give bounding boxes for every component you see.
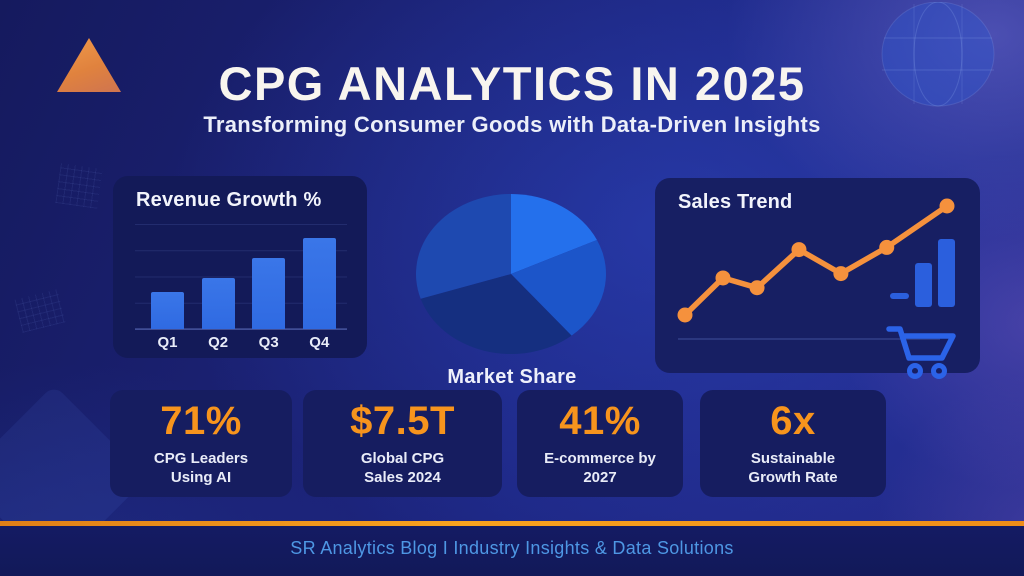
bar-label-Q1: Q1 <box>157 334 178 351</box>
bar-label-Q4: Q4 <box>309 334 330 351</box>
pie-slice-4 <box>416 194 511 299</box>
bar-Q3 <box>252 258 286 329</box>
stat-value: 41% <box>559 399 641 444</box>
footer: SR Analytics Blog I Industry Insights & … <box>0 526 1024 576</box>
x-axis-baseline <box>135 328 347 330</box>
stat-card-sustainable-growth: 6x Sustainable Growth Rate <box>700 390 886 497</box>
pie-slice-3 <box>420 274 572 355</box>
line-marker-4 <box>791 242 807 258</box>
sales-trend-line-chart <box>677 198 955 323</box>
cart-icon <box>886 326 956 379</box>
bar-Q4 <box>302 238 336 329</box>
bar-label-Q2: Q2 <box>208 334 229 351</box>
stat-label: E-commerce by 2027 <box>544 450 656 487</box>
line-marker-5 <box>833 266 849 282</box>
pie-slice-2 <box>511 239 607 336</box>
trend-baseline <box>678 338 940 340</box>
line-marker-6 <box>879 239 895 255</box>
revenue-growth-title: Revenue Growth % <box>136 189 322 211</box>
market-share-pie <box>416 194 607 355</box>
stat-value: $7.5T <box>350 399 455 444</box>
stat-value: 6x <box>770 399 816 444</box>
grid-decoration <box>14 289 66 333</box>
stat-label: CPG Leaders Using AI <box>153 450 249 487</box>
market-share-label: Market Share <box>447 366 577 388</box>
mini-bar-chart-icon <box>890 239 955 307</box>
revenue-growth-card: Revenue Growth % Q1 Q2 Q3 Q4 <box>113 176 367 358</box>
pie-slice-1 <box>511 194 597 274</box>
stat-value: 71% <box>160 399 242 444</box>
footer-divider <box>0 521 1024 526</box>
revenue-growth-plot <box>135 224 347 330</box>
globe-icon <box>881 2 995 107</box>
line-marker-3 <box>749 280 765 296</box>
stat-label: Sustainable Growth Rate <box>748 450 838 487</box>
stat-label: Global CPG Sales 2024 <box>360 450 445 487</box>
page-title: CPG ANALYTICS IN 2025 <box>218 57 806 110</box>
line-marker-1 <box>677 307 693 323</box>
page-subtitle: Transforming Consumer Goods with Data-Dr… <box>203 112 821 137</box>
revenue-growth-labels: Q1 Q2 Q3 Q4 <box>135 334 347 354</box>
grid-decoration <box>55 163 103 209</box>
stat-card-ecommerce: 41% E-commerce by 2027 <box>517 390 683 497</box>
bar-Q1 <box>151 292 184 329</box>
sales-trend-title: Sales Trend <box>678 191 793 213</box>
footer-text: SR Analytics Blog I Industry Insights & … <box>290 538 734 558</box>
line-marker-2 <box>715 270 731 286</box>
bar-Q2 <box>201 278 235 329</box>
sales-trend-card: Sales Trend <box>655 178 980 379</box>
line-marker-7 <box>939 198 955 214</box>
stat-card-global-sales: $7.5T Global CPG Sales 2024 <box>303 390 502 497</box>
bar-label-Q3: Q3 <box>258 334 279 351</box>
stat-card-ai-adoption: 71% CPG Leaders Using AI <box>110 390 292 497</box>
